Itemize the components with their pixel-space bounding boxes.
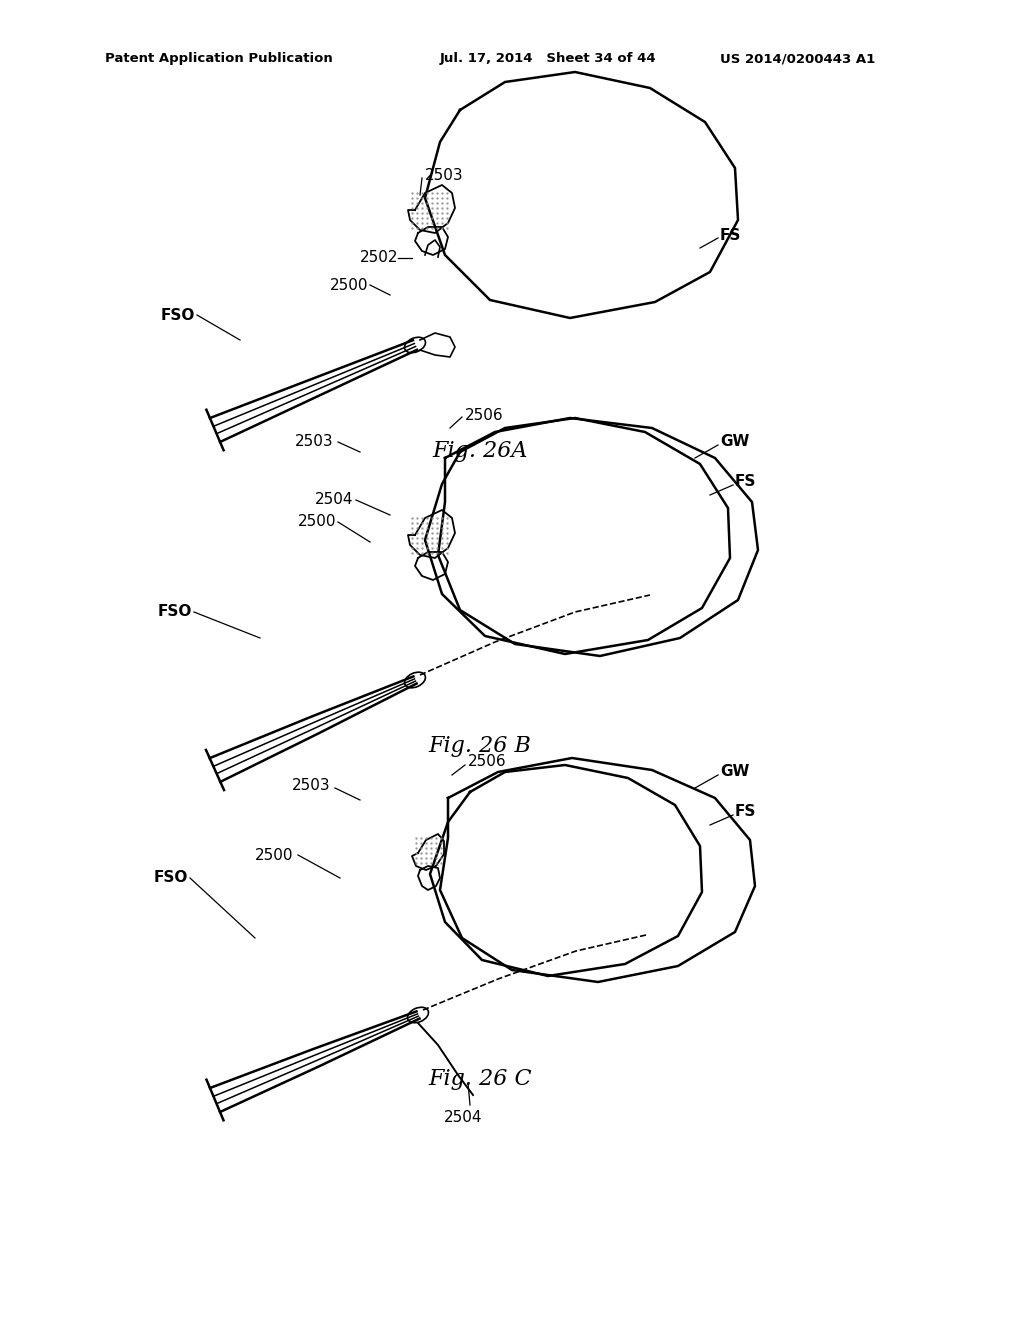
Text: 2504: 2504 xyxy=(443,1110,482,1125)
Text: Patent Application Publication: Patent Application Publication xyxy=(105,51,333,65)
Text: 2503: 2503 xyxy=(295,434,334,450)
Text: FS: FS xyxy=(735,474,757,490)
Text: 2503: 2503 xyxy=(292,777,331,792)
Text: Fig. 26 C: Fig. 26 C xyxy=(428,1068,531,1090)
Text: Jul. 17, 2014   Sheet 34 of 44: Jul. 17, 2014 Sheet 34 of 44 xyxy=(440,51,656,65)
Text: GW: GW xyxy=(720,434,750,450)
Text: 2503: 2503 xyxy=(425,168,464,182)
Text: 2500: 2500 xyxy=(255,847,294,862)
Text: FSO: FSO xyxy=(161,308,195,322)
Text: GW: GW xyxy=(720,764,750,780)
Text: Fig. 26A: Fig. 26A xyxy=(432,440,527,462)
Text: FS: FS xyxy=(735,804,757,820)
Text: 2500: 2500 xyxy=(298,515,337,529)
Text: Fig. 26 B: Fig. 26 B xyxy=(429,735,531,756)
Text: US 2014/0200443 A1: US 2014/0200443 A1 xyxy=(720,51,876,65)
Text: FSO: FSO xyxy=(158,605,193,619)
Text: FSO: FSO xyxy=(154,870,188,886)
Text: FS: FS xyxy=(720,227,741,243)
Text: 2500: 2500 xyxy=(330,277,369,293)
Text: 2506: 2506 xyxy=(468,755,507,770)
Text: 2502: 2502 xyxy=(360,251,398,265)
Text: 2506: 2506 xyxy=(465,408,504,422)
Text: 2504: 2504 xyxy=(315,492,353,507)
